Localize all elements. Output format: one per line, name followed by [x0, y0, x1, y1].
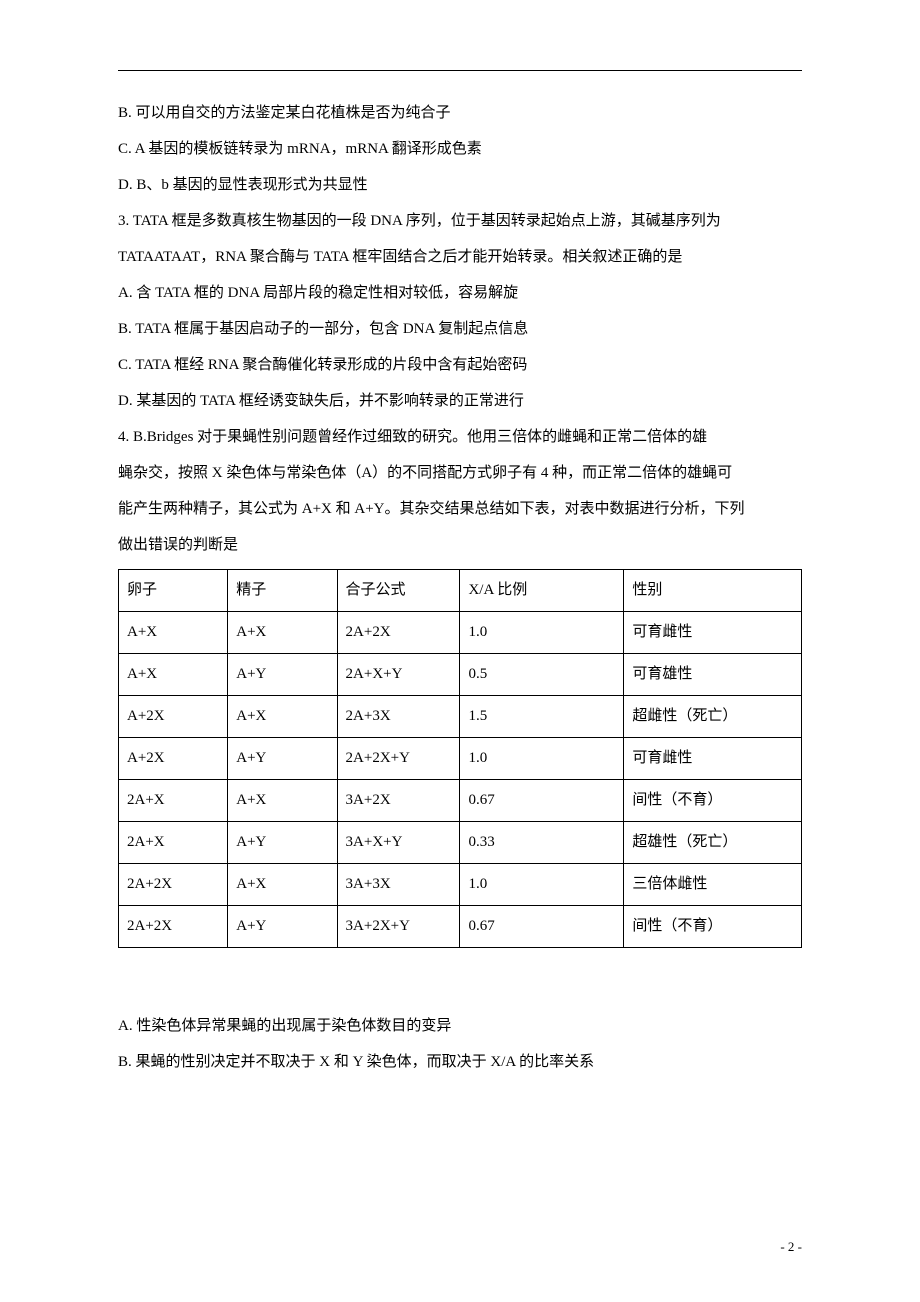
cell: 3A+3X [337, 864, 460, 906]
table-row: A+X A+Y 2A+X+Y 0.5 可育雄性 [119, 654, 802, 696]
option-b: B. 可以用自交的方法鉴定某白花植株是否为纯合子 [118, 95, 802, 131]
cell: A+Y [228, 738, 337, 780]
q3-stem-line1: 3. TATA 框是多数真核生物基因的一段 DNA 序列，位于基因转录起始点上游… [118, 203, 802, 239]
q4-stem-line1: 4. B.Bridges 对于果蝇性别问题曾经作过细致的研究。他用三倍体的雌蝇和… [118, 419, 802, 455]
cell: 1.0 [460, 612, 624, 654]
q4-option-b: B. 果蝇的性别决定并不取决于 X 和 Y 染色体，而取决于 X/A 的比率关系 [118, 1044, 802, 1080]
cell: 2A+2X [337, 612, 460, 654]
cell: A+X [228, 780, 337, 822]
cell: 2A+2X+Y [337, 738, 460, 780]
cell: 2A+2X [119, 864, 228, 906]
cell: 三倍体雌性 [624, 864, 802, 906]
cell: A+Y [228, 654, 337, 696]
table-row: 2A+X A+Y 3A+X+Y 0.33 超雄性（死亡） [119, 822, 802, 864]
cell: 可育雌性 [624, 612, 802, 654]
cell: 超雄性（死亡） [624, 822, 802, 864]
q4-stem-line3: 能产生两种精子，其公式为 A+X 和 A+Y。其杂交结果总结如下表，对表中数据进… [118, 491, 802, 527]
cell: A+Y [228, 906, 337, 948]
q3-option-d: D. 某基因的 TATA 框经诱变缺失后，并不影响转录的正常进行 [118, 383, 802, 419]
cell: 间性（不育） [624, 780, 802, 822]
q3-option-b: B. TATA 框属于基因启动子的一部分，包含 DNA 复制起点信息 [118, 311, 802, 347]
header-ratio: X/A 比例 [460, 570, 624, 612]
cell: 0.5 [460, 654, 624, 696]
cell: 0.33 [460, 822, 624, 864]
cell: 2A+X+Y [337, 654, 460, 696]
cell: 2A+X [119, 822, 228, 864]
cell: 3A+2X [337, 780, 460, 822]
option-d: D. B、b 基因的显性表现形式为共显性 [118, 167, 802, 203]
cell: A+X [228, 864, 337, 906]
cell: 0.67 [460, 780, 624, 822]
header-zygote: 合子公式 [337, 570, 460, 612]
cell: 间性（不育） [624, 906, 802, 948]
cell: 1.0 [460, 864, 624, 906]
cell: 0.67 [460, 906, 624, 948]
page-number: - 2 - [780, 1231, 802, 1262]
cell: 1.5 [460, 696, 624, 738]
table-row: 2A+X A+X 3A+2X 0.67 间性（不育） [119, 780, 802, 822]
q4-stem-line2: 蝇杂交，按照 X 染色体与常染色体（A）的不同搭配方式卵子有 4 种，而正常二倍… [118, 455, 802, 491]
header-egg: 卵子 [119, 570, 228, 612]
table-header-row: 卵子 精子 合子公式 X/A 比例 性别 [119, 570, 802, 612]
q4-stem-line4: 做出错误的判断是 [118, 527, 802, 563]
header-sex: 性别 [624, 570, 802, 612]
q3-option-a: A. 含 TATA 框的 DNA 局部片段的稳定性相对较低，容易解旋 [118, 275, 802, 311]
cell: 3A+X+Y [337, 822, 460, 864]
option-c: C. A 基因的模板链转录为 mRNA，mRNA 翻译形成色素 [118, 131, 802, 167]
q4-option-a: A. 性染色体异常果蝇的出现属于染色体数目的变异 [118, 1008, 802, 1044]
cell: 1.0 [460, 738, 624, 780]
table-row: 2A+2X A+X 3A+3X 1.0 三倍体雌性 [119, 864, 802, 906]
results-table-wrap: 卵子 精子 合子公式 X/A 比例 性别 A+X A+X 2A+2X 1.0 可… [118, 569, 802, 948]
results-table-body: 卵子 精子 合子公式 X/A 比例 性别 A+X A+X 2A+2X 1.0 可… [119, 570, 802, 948]
cell: 2A+3X [337, 696, 460, 738]
top-rule [118, 70, 802, 71]
table-row: A+2X A+X 2A+3X 1.5 超雌性（死亡） [119, 696, 802, 738]
cell: A+2X [119, 738, 228, 780]
cell: 2A+X [119, 780, 228, 822]
results-table: 卵子 精子 合子公式 X/A 比例 性别 A+X A+X 2A+2X 1.0 可… [118, 569, 802, 948]
cell: 超雌性（死亡） [624, 696, 802, 738]
q3-stem-line2: TATAATAAT，RNA 聚合酶与 TATA 框牢固结合之后才能开始转录。相关… [118, 239, 802, 275]
cell: A+X [119, 654, 228, 696]
table-row: A+2X A+Y 2A+2X+Y 1.0 可育雌性 [119, 738, 802, 780]
header-sperm: 精子 [228, 570, 337, 612]
cell: 2A+2X [119, 906, 228, 948]
page: B. 可以用自交的方法鉴定某白花植株是否为纯合子 C. A 基因的模板链转录为 … [0, 0, 920, 1302]
cell: A+X [228, 612, 337, 654]
q3-option-c: C. TATA 框经 RNA 聚合酶催化转录形成的片段中含有起始密码 [118, 347, 802, 383]
table-row: 2A+2X A+Y 3A+2X+Y 0.67 间性（不育） [119, 906, 802, 948]
cell: A+X [119, 612, 228, 654]
table-row: A+X A+X 2A+2X 1.0 可育雌性 [119, 612, 802, 654]
cell: 可育雌性 [624, 738, 802, 780]
cell: A+X [228, 696, 337, 738]
cell: 3A+2X+Y [337, 906, 460, 948]
cell: A+Y [228, 822, 337, 864]
cell: A+2X [119, 696, 228, 738]
cell: 可育雄性 [624, 654, 802, 696]
